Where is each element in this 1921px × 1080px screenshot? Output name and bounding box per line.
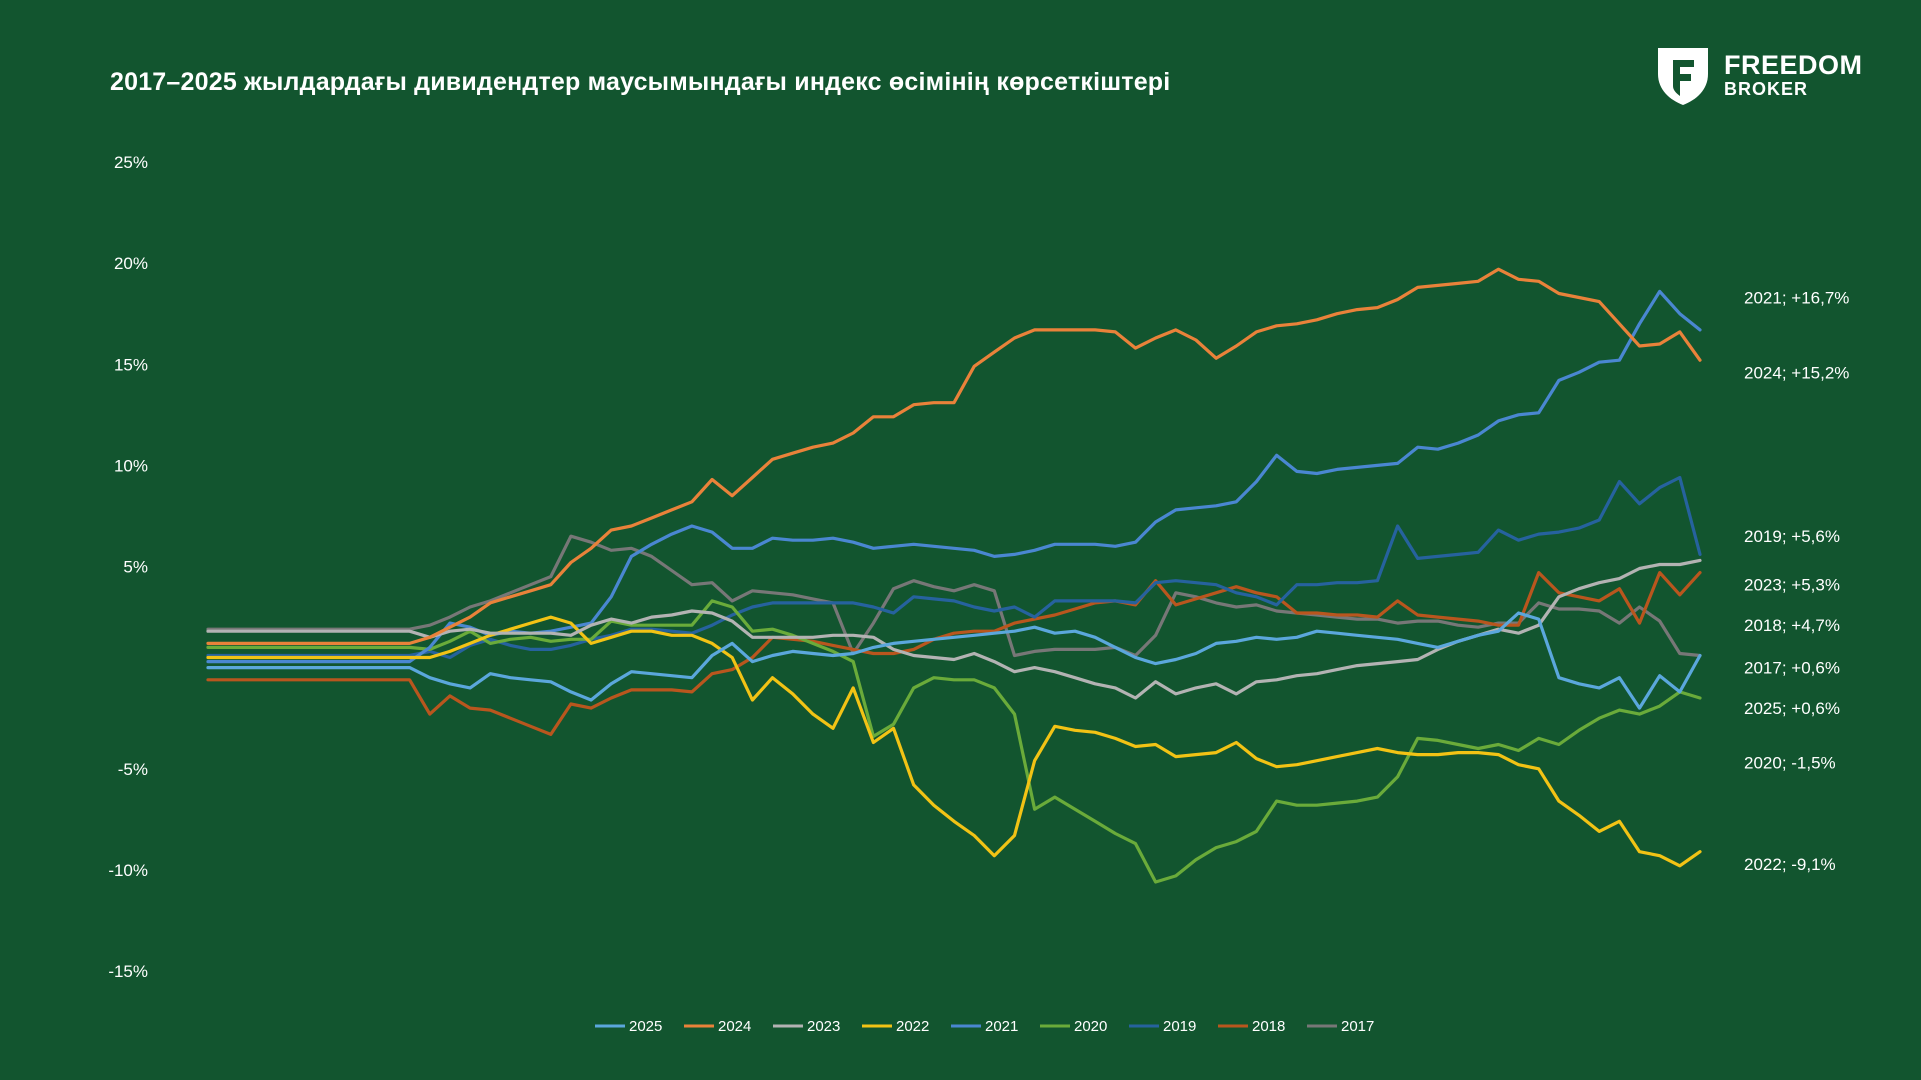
legend-label-2022: 2022 xyxy=(896,1018,929,1035)
series-line-2024 xyxy=(206,267,1702,645)
series-line-2017 xyxy=(206,534,1702,658)
series-line-2021 xyxy=(206,289,1702,664)
legend-label-2025: 2025 xyxy=(629,1018,662,1035)
legend-label-2021: 2021 xyxy=(985,1018,1018,1035)
end-label: 2024; +15,2% xyxy=(1744,363,1849,382)
end-label: 2022; -9,1% xyxy=(1744,855,1836,874)
series-line-2019 xyxy=(206,475,1702,660)
y-tick-label: 10% xyxy=(114,456,148,475)
chart-title: 2017–2025 жылдардағы дивидендтер маусымы… xyxy=(110,68,1171,96)
legend-label-2024: 2024 xyxy=(718,1018,751,1035)
end-label: 2025; +0,6% xyxy=(1744,699,1840,718)
y-tick-label: 15% xyxy=(114,355,148,374)
series-line-2018 xyxy=(206,571,1702,736)
end-label: 2017; +0,6% xyxy=(1744,659,1840,678)
legend: 2025 2024 2023 2022 2021 2020 2019 2018 2017 xyxy=(595,1018,1374,1035)
legend-label-2019: 2019 xyxy=(1163,1018,1196,1035)
y-tick-label: 20% xyxy=(114,254,148,273)
series-line-2025 xyxy=(206,611,1702,710)
end-label: 2020; -1,5% xyxy=(1744,754,1836,773)
y-axis: 25% 20% 15% 10% 5% -5% -10% -15% xyxy=(108,153,148,981)
end-label: 2018; +4,7% xyxy=(1744,616,1840,635)
end-label: 2021; +16,7% xyxy=(1744,289,1849,308)
legend-label-2020: 2020 xyxy=(1074,1018,1107,1035)
y-tick-label: 25% xyxy=(114,153,148,172)
legend-label-2018: 2018 xyxy=(1252,1018,1285,1035)
legend-label-2023: 2023 xyxy=(807,1018,840,1035)
logo-text-freedom: FREEDOM xyxy=(1724,50,1863,80)
y-tick-label: 5% xyxy=(123,558,148,577)
series-lines xyxy=(206,267,1702,884)
series-line-2020 xyxy=(206,599,1702,884)
logo-text-broker: BROKER xyxy=(1724,79,1809,99)
series-line-2022 xyxy=(206,615,1702,868)
end-label: 2023; +5,3% xyxy=(1744,576,1840,595)
freedom-broker-logo: FREEDOM BROKER xyxy=(1656,46,1863,108)
end-labels: 2021; +16,7% 2024; +15,2% 2019; +5,6% 2023;… xyxy=(1744,289,1849,874)
y-tick-label: -5% xyxy=(118,760,148,779)
end-label: 2019; +5,6% xyxy=(1744,527,1840,546)
legend-label-2017: 2017 xyxy=(1341,1018,1374,1035)
shield-logo-icon xyxy=(1658,48,1708,105)
y-tick-label: -10% xyxy=(108,861,148,880)
y-tick-label: -15% xyxy=(108,962,148,981)
